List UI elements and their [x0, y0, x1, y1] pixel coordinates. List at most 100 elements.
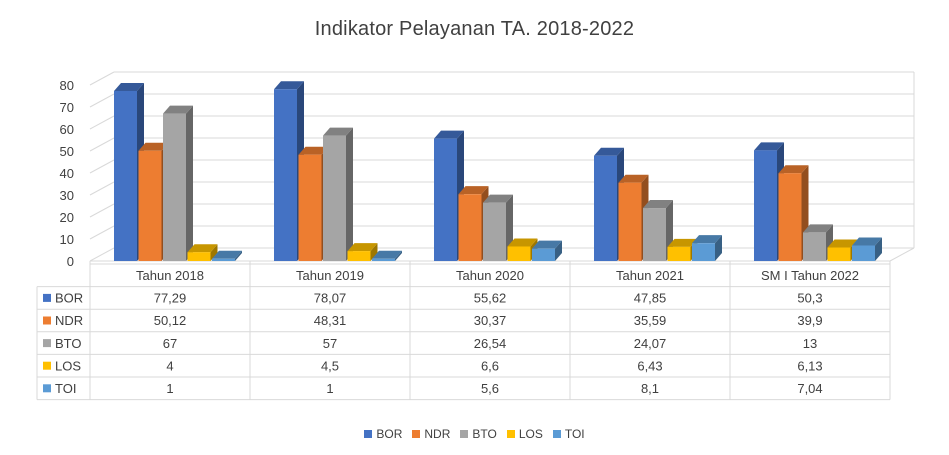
bar-front-face [347, 251, 371, 261]
y-tick-label: 70 [60, 100, 74, 115]
chart-title: Indikator Pelayanan TA. 2018-2022 [314, 18, 635, 40]
legend-swatch [552, 430, 561, 438]
gridline-side [89, 203, 115, 218]
x-category-label: Tahun 2019 [296, 268, 364, 283]
table-cell-value: 4,5 [321, 358, 339, 373]
y-tick-label: 0 [67, 254, 74, 269]
gridline-side [89, 71, 115, 86]
table-cell-value: 50,3 [797, 291, 822, 306]
y-tick-label: 60 [60, 122, 74, 137]
bar-front-face [434, 138, 457, 261]
bar-front-face [667, 246, 691, 261]
x-category-label: Tahun 2020 [456, 268, 524, 283]
bar-toi [692, 235, 722, 261]
y-tick-label: 80 [60, 78, 74, 93]
bar-side-face [186, 105, 193, 261]
bar-bto [643, 200, 673, 261]
gridline-side [89, 181, 115, 196]
table-cell-value: 55,62 [474, 291, 507, 306]
legend-item: NDR [412, 427, 450, 441]
bar-front-face [458, 194, 482, 261]
table-series-name: LOS [55, 358, 81, 373]
bar-top-face [778, 165, 809, 174]
bar-side-face [210, 244, 218, 261]
bar-top-face [618, 174, 649, 183]
bar-front-face [692, 243, 715, 261]
legend-label: BOR [376, 427, 403, 441]
bar-front-face [212, 258, 235, 261]
bar-top-face [212, 250, 242, 259]
bar-front-face [643, 208, 666, 261]
bar-side-face [346, 127, 353, 261]
table-cell-value: 48,31 [314, 313, 347, 328]
data-table: Tahun 2018 Tahun 2019 Tahun 2020 Tahun 2021… [36, 261, 891, 401]
table-cell-value: 5,6 [481, 381, 499, 396]
bar-side-face [715, 235, 722, 261]
bar-top-face [692, 235, 722, 244]
table-cell-value: 6,13 [797, 358, 822, 373]
bar-top-face [138, 142, 169, 151]
gridline-side [89, 137, 115, 152]
bar-front-face [274, 89, 297, 261]
bar-top-face [347, 243, 378, 252]
table-cell-value: 1 [166, 381, 173, 396]
y-tick-label: 30 [60, 188, 74, 203]
gridline-side [89, 159, 115, 174]
bar-bto [483, 194, 513, 261]
bar-bto [163, 105, 193, 261]
table-legend-key [43, 316, 51, 325]
bar-top-face [667, 238, 698, 247]
bar-side-face [370, 243, 378, 261]
bar-side-face [875, 237, 882, 261]
bar-top-face [187, 244, 218, 253]
y-axis: 0 10 20 30 40 50 60 70 80 [60, 78, 74, 269]
bar-los [187, 244, 218, 261]
legend-item: BOR [364, 427, 402, 441]
bar-top-face [372, 250, 402, 259]
bar-toi [212, 250, 242, 261]
bar-front-face [754, 150, 777, 261]
legend-swatch [364, 430, 373, 438]
table-cell-value: 47,85 [634, 291, 667, 306]
bar-top-face [114, 82, 144, 91]
bar-front-face [187, 252, 211, 261]
table-legend-key [43, 293, 51, 302]
table-cell-value: 6,6 [481, 358, 499, 373]
bar-top-face [594, 147, 624, 156]
bar-bto [323, 127, 353, 261]
bar-front-face [138, 150, 162, 261]
bar-front-face [532, 248, 555, 261]
table-cell-value: 50,12 [154, 313, 187, 328]
table-cell-value: 35,59 [634, 313, 667, 328]
gridline-side [89, 93, 115, 108]
table-cell-value: 30,37 [474, 313, 507, 328]
legend: BOR NDR BTO LOS TOI [0, 427, 949, 441]
bar-front-face [827, 247, 851, 261]
bar-los [347, 243, 378, 261]
table-series-name: TOI [55, 381, 76, 396]
x-category-label: Tahun 2021 [616, 268, 684, 283]
bar-front-face [323, 135, 346, 261]
legend-item: BTO [460, 427, 497, 441]
table-cell-value: 7,04 [797, 381, 822, 396]
legend-label: NDR [424, 427, 451, 441]
bar-front-face [507, 246, 531, 261]
table-cell-value: 8,1 [641, 381, 659, 396]
bar-front-face [298, 154, 322, 261]
table-cell-value: 1 [326, 381, 333, 396]
legend-item: LOS [506, 427, 543, 441]
table-cell-value: 26,54 [474, 336, 507, 351]
table-cell-value: 13 [803, 336, 817, 351]
table-series-name: BTO [55, 336, 82, 351]
bar-top-face [483, 194, 513, 203]
table-legend-key [43, 361, 51, 370]
legend-swatch [460, 430, 469, 438]
bar-front-face [114, 90, 137, 261]
bar-side-face [395, 250, 402, 261]
gridline-side [89, 225, 115, 240]
table-cell-value: 4 [166, 358, 173, 373]
legend-item: TOI [552, 427, 585, 441]
table-legend-key [43, 384, 51, 393]
bar-bto [803, 224, 833, 261]
